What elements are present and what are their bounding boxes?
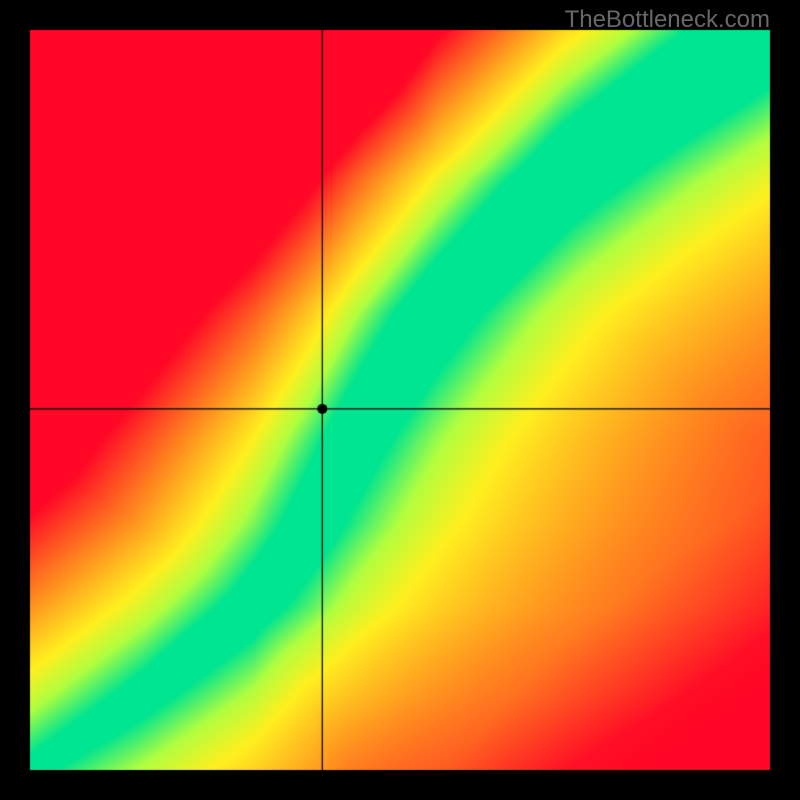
attribution-text: TheBottleneck.com (565, 6, 770, 34)
chart-container: TheBottleneck.com (0, 0, 800, 800)
heatmap-canvas (0, 0, 800, 800)
